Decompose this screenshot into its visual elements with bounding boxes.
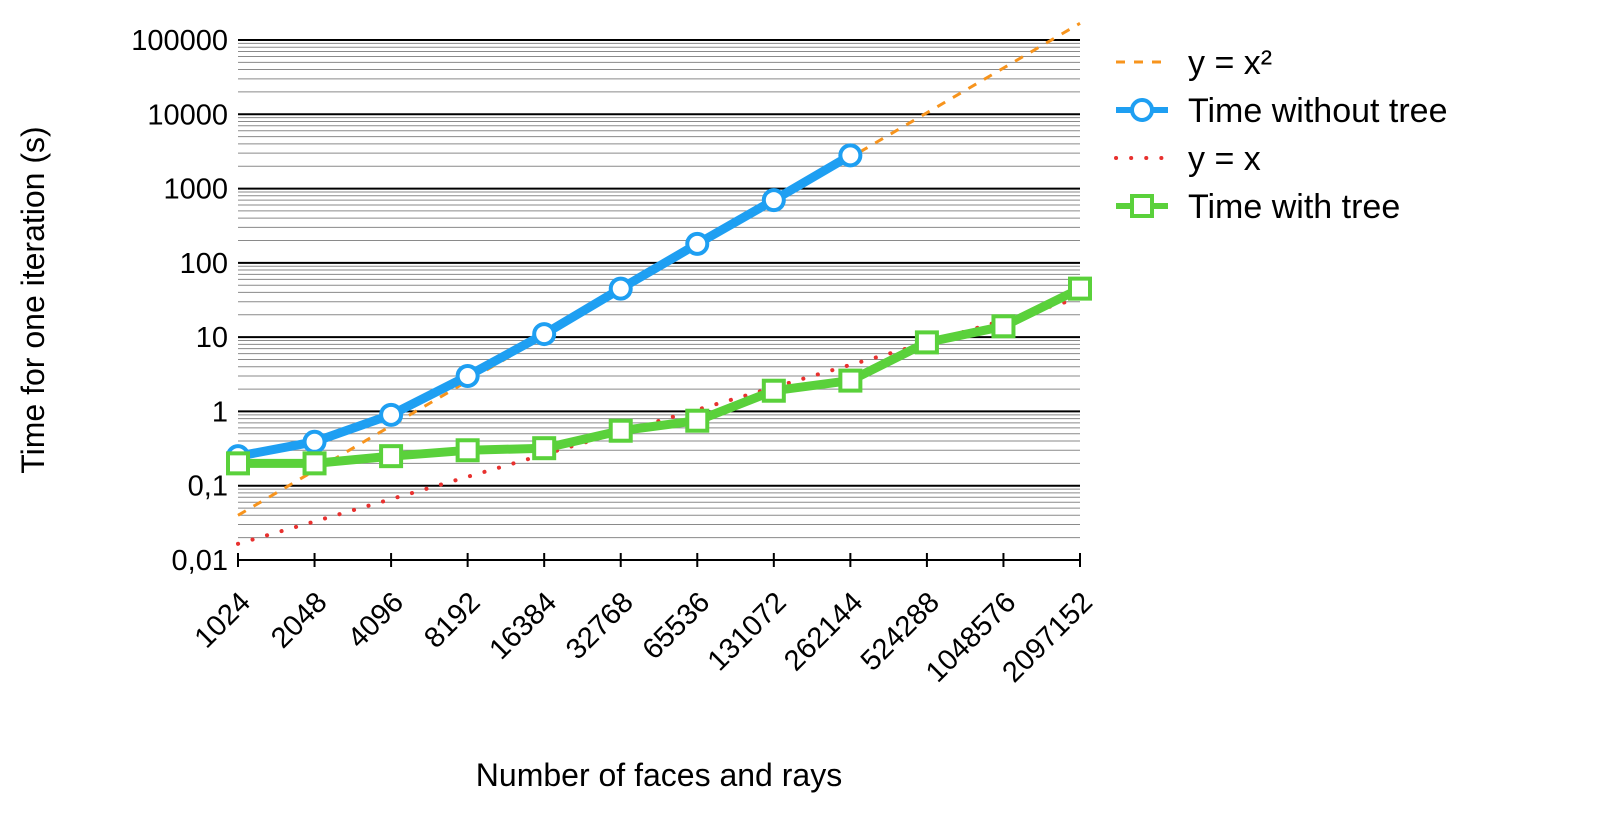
- series-line-y-x: [236, 295, 1082, 546]
- data-point-square: [608, 418, 633, 443]
- y-tick-label: 1000: [163, 174, 228, 206]
- y-axis-title: Time for one iteration (s): [15, 126, 51, 473]
- x-tick-label: 2048: [265, 586, 333, 654]
- y-tick-label: 10000: [147, 99, 228, 131]
- legend-label: y = x: [1188, 140, 1261, 178]
- series-layer: [226, 22, 1092, 546]
- legend-entry: Time without tree: [1116, 92, 1448, 130]
- data-point-circle: [455, 363, 480, 388]
- y-tick-label: 0,01: [172, 545, 228, 577]
- data-point-square: [838, 368, 863, 393]
- x-tick-label: 4096: [342, 586, 410, 654]
- y-tick-label: 0,1: [188, 471, 228, 503]
- data-point-circle: [685, 231, 710, 256]
- series-line-time-with-tree: [233, 284, 1085, 468]
- data-point-circle: [838, 143, 863, 168]
- axes: 1024 2048 4096 8192163843276865536131072262…: [131, 25, 1099, 689]
- data-point-circle: [302, 429, 327, 454]
- legend-entry: y = x: [1114, 140, 1261, 178]
- data-point-square: [685, 408, 710, 433]
- data-point-circle: [532, 322, 557, 347]
- data-point-square: [302, 451, 327, 476]
- x-tick-label: 8192: [418, 586, 486, 654]
- data-point-square: [379, 444, 404, 469]
- x-tick-label: 1024: [189, 586, 257, 654]
- data-point-circle: [608, 276, 633, 301]
- legend-marker-circle: [1130, 98, 1154, 122]
- legend-entry: y = x²: [1116, 44, 1272, 82]
- legend-marker-square: [1130, 194, 1154, 218]
- data-point-square: [761, 378, 786, 403]
- data-point-square: [455, 438, 480, 463]
- legend: y = x² Time without tree y = x Time with tr…: [1114, 44, 1448, 226]
- data-point-square: [914, 330, 939, 355]
- y-tick-label: 10: [196, 322, 228, 354]
- x-tick-label: 16384: [483, 586, 563, 666]
- legend-label: y = x²: [1188, 44, 1272, 82]
- y-tick-label: 1: [212, 396, 228, 428]
- y-tick-label: 100000: [131, 25, 228, 57]
- x-tick-label: 131072: [702, 586, 793, 677]
- data-point-circle: [761, 188, 786, 213]
- data-point-square: [991, 314, 1016, 339]
- legend-entry: Time with tree: [1116, 188, 1400, 226]
- legend-label: Time with tree: [1188, 188, 1400, 226]
- data-point-square: [532, 436, 557, 461]
- x-axis-title: Number of faces and rays: [476, 757, 842, 793]
- data-point-square: [226, 451, 250, 476]
- data-point-circle: [379, 402, 404, 427]
- x-tick-label: 32768: [560, 586, 640, 666]
- legend-label: Time without tree: [1188, 92, 1448, 130]
- x-tick-label: 262144: [778, 586, 869, 677]
- y-tick-label: 100: [180, 248, 228, 280]
- data-point-square: [1068, 276, 1092, 301]
